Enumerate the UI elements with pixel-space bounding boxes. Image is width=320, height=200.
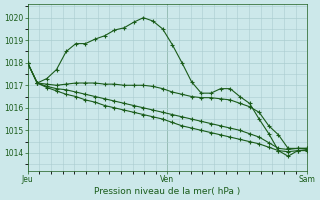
X-axis label: Pression niveau de la mer( hPa ): Pression niveau de la mer( hPa ) xyxy=(94,187,241,196)
